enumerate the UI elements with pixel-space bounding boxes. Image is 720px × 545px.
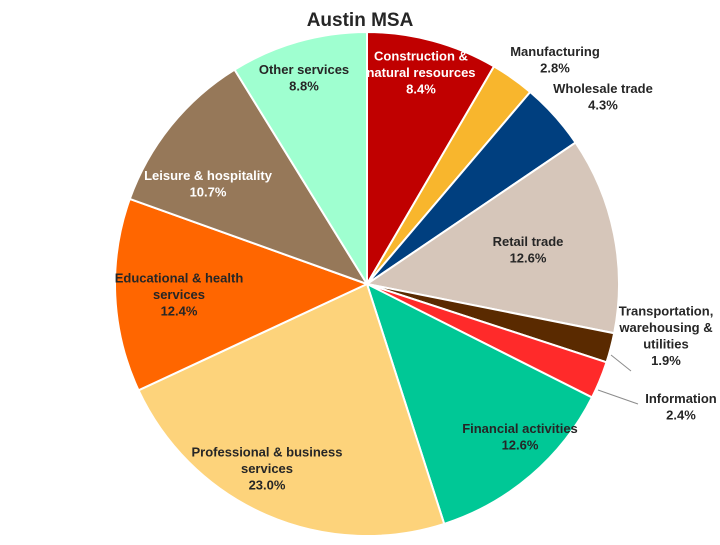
slice-value-label: 12.6% <box>510 250 547 265</box>
slice-label-manufacturing: Manufacturing 2.8% <box>510 44 600 76</box>
slice-label-wholesale-trade: Wholesale trade 4.3% <box>553 81 653 113</box>
slice-name-label: services <box>241 461 293 476</box>
slice-value-label: 23.0% <box>249 478 286 493</box>
pie-slice-professional-business-services <box>137 282 446 538</box>
pie-slice-leisure-hospitality <box>128 68 370 286</box>
leader-lines <box>597 354 639 405</box>
slice-name-label: Financial activities <box>462 421 578 436</box>
slice-name-label: services <box>153 287 205 302</box>
slice-name-label: Information <box>645 391 717 406</box>
pie-slice-educational-health-services <box>114 197 370 392</box>
slice-name-label: Retail trade <box>493 234 564 249</box>
slice-name-label: Wholesale trade <box>553 81 653 96</box>
slice-name-label: Leisure & hospitality <box>144 168 273 183</box>
slice-value-label: 2.4% <box>666 407 696 422</box>
slice-label-professional-business-services: Professional & business services 23.0% <box>192 445 343 493</box>
slice-label-construction-natural-resources: Construction & natural resources 8.4% <box>366 49 475 97</box>
pie-slices <box>114 30 620 538</box>
slice-label-information: Information 2.4% <box>645 391 717 423</box>
slice-name-label: Educational & health <box>115 271 244 286</box>
slice-value-label: 12.4% <box>161 304 198 319</box>
slice-value-label: 8.8% <box>289 78 319 93</box>
slice-label-leisure-hospitality: Leisure & hospitality 10.7% <box>144 168 273 200</box>
slice-name-label: warehousing & <box>618 320 712 335</box>
pie-slice-other-services <box>233 30 368 288</box>
pie-slice-retail-trade <box>364 141 620 335</box>
slice-name-label: Transportation, <box>619 303 714 318</box>
slice-name-label: natural resources <box>366 65 475 80</box>
slice-value-label: 12.6% <box>502 437 539 452</box>
slice-value-label: 8.4% <box>406 82 436 97</box>
slice-name-label: utilities <box>643 336 689 351</box>
pie-slice-financial-activities <box>365 282 594 526</box>
slice-value-label: 1.9% <box>651 353 681 368</box>
leader-line <box>597 389 639 405</box>
slice-value-label: 4.3% <box>588 97 618 112</box>
pie-slice-construction-natural-resources <box>366 30 496 288</box>
slice-name-label: Other services <box>259 62 349 77</box>
slice-name-label: Professional & business <box>192 445 343 460</box>
chart-title: Austin MSA <box>307 10 414 31</box>
slice-label-educational-health-services: Educational & health services 12.4% <box>115 271 244 319</box>
slice-name-label: Manufacturing <box>510 44 600 59</box>
slice-name-label: Construction & <box>374 49 468 64</box>
slice-label-other-services: Other services 8.8% <box>259 62 349 94</box>
slice-label-retail-trade: Retail trade 12.6% <box>493 234 564 265</box>
slice-label-transportation-warehousing-utilities: Transportation, warehousing & utilities 1.9… <box>618 303 713 368</box>
slice-labels: Construction & natural resources 8.4% Manuf… <box>115 44 717 493</box>
leader-line <box>610 354 632 372</box>
slice-value-label: 10.7% <box>190 184 227 199</box>
slice-label-financial-activities: Financial activities 12.6% <box>462 421 578 453</box>
slice-value-label: 2.8% <box>540 60 570 75</box>
